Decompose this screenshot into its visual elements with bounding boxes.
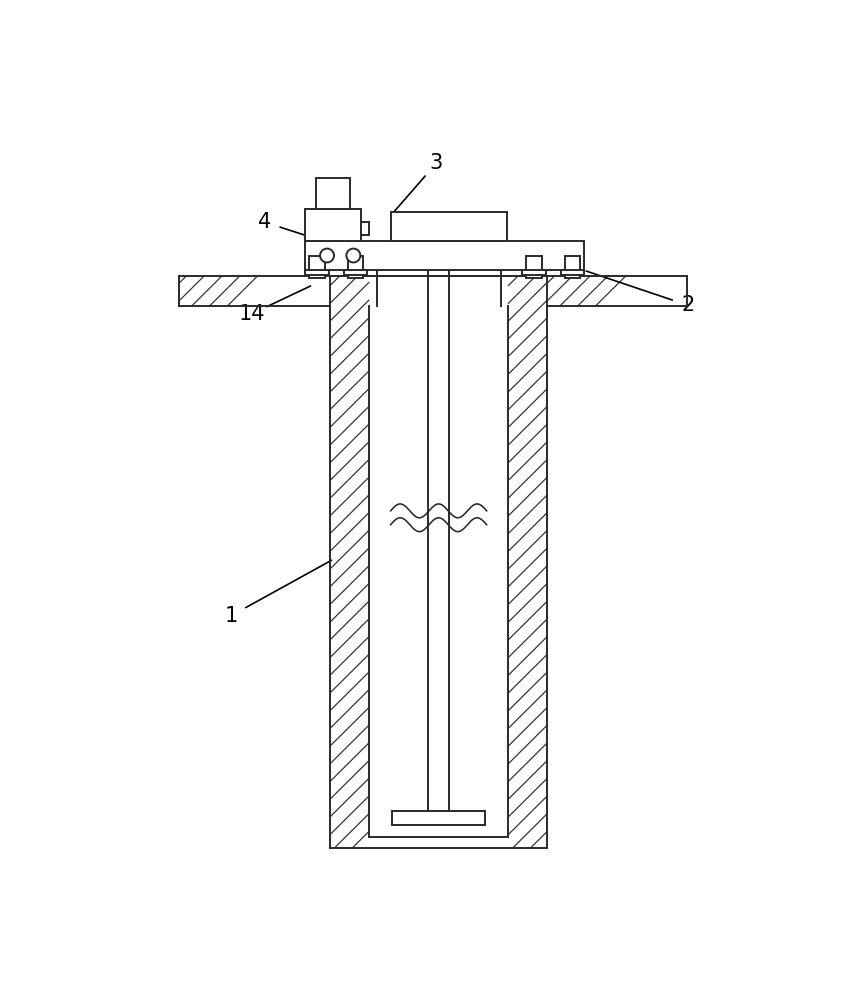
Bar bbox=[565, 256, 581, 278]
Bar bbox=[305, 270, 329, 275]
Circle shape bbox=[320, 249, 334, 262]
Text: 2: 2 bbox=[682, 295, 695, 315]
Bar bbox=[392, 811, 485, 825]
Circle shape bbox=[346, 249, 360, 262]
Bar bbox=[316, 178, 351, 209]
Bar bbox=[369, 306, 508, 837]
Bar bbox=[344, 270, 368, 275]
Bar bbox=[309, 256, 325, 278]
Bar bbox=[361, 222, 369, 235]
Text: 14: 14 bbox=[239, 304, 265, 324]
Bar bbox=[305, 209, 361, 241]
Bar bbox=[561, 270, 584, 275]
Text: 1: 1 bbox=[224, 606, 238, 626]
Bar bbox=[523, 270, 545, 275]
Bar bbox=[348, 256, 363, 278]
Bar bbox=[330, 276, 547, 848]
Bar bbox=[390, 212, 507, 241]
Text: 3: 3 bbox=[429, 153, 443, 173]
Text: 4: 4 bbox=[257, 212, 271, 232]
Bar bbox=[526, 256, 542, 278]
Bar bbox=[305, 241, 584, 270]
